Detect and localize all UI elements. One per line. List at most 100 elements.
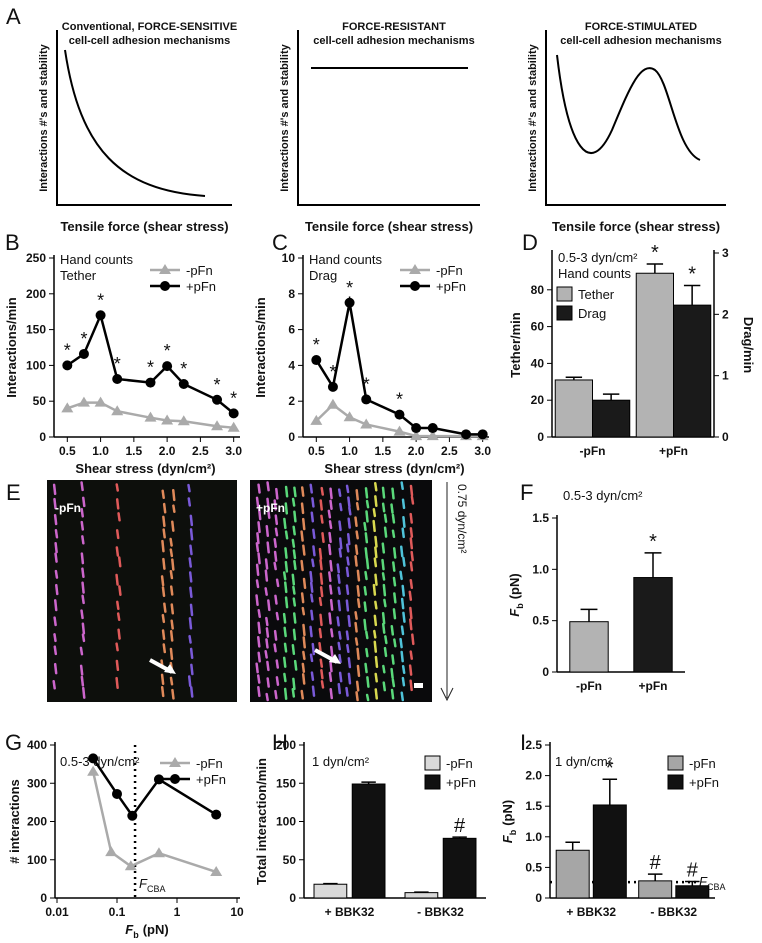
y-axis-label: Interactions/min [253, 297, 268, 397]
schematic [57, 30, 726, 205]
bar [556, 850, 589, 898]
x-axis-label: Shear stress (dyn/cm²) [324, 461, 464, 476]
track-dash [83, 688, 84, 698]
track-dash [375, 496, 376, 505]
track-dash [164, 645, 165, 652]
panel-label: B [5, 230, 20, 255]
label-subscript: CBA [707, 882, 726, 892]
track-dash [311, 627, 312, 636]
track-dash [82, 536, 83, 543]
track-dash [410, 592, 411, 600]
track-dash [321, 670, 322, 678]
track-dash [257, 596, 258, 605]
bar [593, 400, 630, 437]
y-tick-label: 8 [288, 287, 295, 301]
track-dash [384, 585, 385, 595]
track-dash [56, 585, 57, 594]
track-dash [294, 614, 295, 623]
significance-mark: * [214, 375, 221, 395]
track-dash [294, 550, 295, 558]
legend-swatch [425, 775, 440, 789]
legend-swatch [668, 756, 683, 770]
category-label: -pFn [576, 679, 602, 693]
panel-label: G [5, 730, 22, 755]
track-dash [393, 563, 394, 571]
track-dash [259, 623, 260, 633]
track-dash [191, 687, 192, 696]
track-dash [375, 559, 376, 566]
track-dash [172, 690, 173, 698]
legend-label: -pFn [436, 263, 463, 278]
track-dash [190, 572, 191, 581]
note: 1 dyn/cm² [312, 754, 370, 769]
track-dash [277, 580, 278, 586]
track-dash [303, 519, 304, 529]
point-marker [79, 349, 89, 359]
schematic-axes [546, 30, 726, 205]
point-marker [112, 789, 122, 799]
label-subscript: CBA [147, 884, 166, 894]
legend-label: +pFn [196, 772, 226, 787]
track-dash [173, 490, 174, 500]
significance-mark: * [114, 354, 121, 374]
track-dash [258, 687, 259, 696]
track-dash [275, 691, 276, 698]
significance-mark: * [329, 362, 336, 382]
y-tick-label: 2 [288, 394, 295, 408]
track-dash [275, 539, 276, 546]
track-dash [172, 605, 173, 614]
track-dash [277, 677, 278, 684]
track-dash [293, 575, 294, 584]
track-dash [189, 676, 190, 685]
track-dash [383, 666, 384, 672]
track-dash [82, 677, 83, 685]
track-dash [312, 560, 313, 566]
track-dash [358, 649, 359, 659]
track-dash [383, 573, 384, 579]
y-tick-label: 0 [535, 891, 542, 905]
point-marker [428, 423, 438, 433]
track-dash [376, 657, 377, 667]
track-dash [171, 631, 172, 640]
legend-label: +pFn [186, 279, 216, 294]
track-dash [356, 556, 357, 565]
track-dash [119, 586, 120, 594]
note: 1 dyn/cm² [555, 754, 613, 769]
track-dash [383, 613, 384, 623]
track-dash [331, 689, 332, 698]
x-tick-label: 0.1 [109, 905, 126, 919]
significance-mark: * [313, 335, 320, 355]
track-dash [394, 640, 395, 647]
track-dash [303, 625, 304, 635]
track-dash [358, 599, 359, 606]
track-dash [313, 547, 314, 556]
track-dash [267, 694, 268, 700]
track-dash [55, 618, 56, 625]
point-marker [211, 810, 221, 820]
track-dash [402, 599, 403, 608]
track-dash [285, 548, 286, 557]
y-tick-label: 150 [26, 323, 46, 337]
track-dash [331, 561, 332, 570]
track-dash [163, 491, 164, 498]
track-dash [347, 601, 348, 611]
track-dash [191, 665, 192, 674]
track-dash [190, 559, 191, 567]
significance-mark: * [64, 340, 71, 360]
track-dash [320, 598, 321, 605]
x-tick-label: 3.0 [474, 444, 491, 458]
y-tick-label: 0.5 [532, 614, 549, 628]
panel-label: F [520, 480, 533, 505]
error-bar [603, 394, 619, 400]
note: Tether [60, 268, 97, 283]
track-dash [257, 565, 258, 575]
bar [593, 805, 626, 898]
track-dash [303, 608, 304, 614]
track-dash [321, 660, 322, 667]
track-dash [172, 621, 173, 629]
track-dash [268, 600, 269, 609]
significance-mark: * [164, 341, 171, 361]
y-tick-label: 6 [288, 323, 295, 337]
